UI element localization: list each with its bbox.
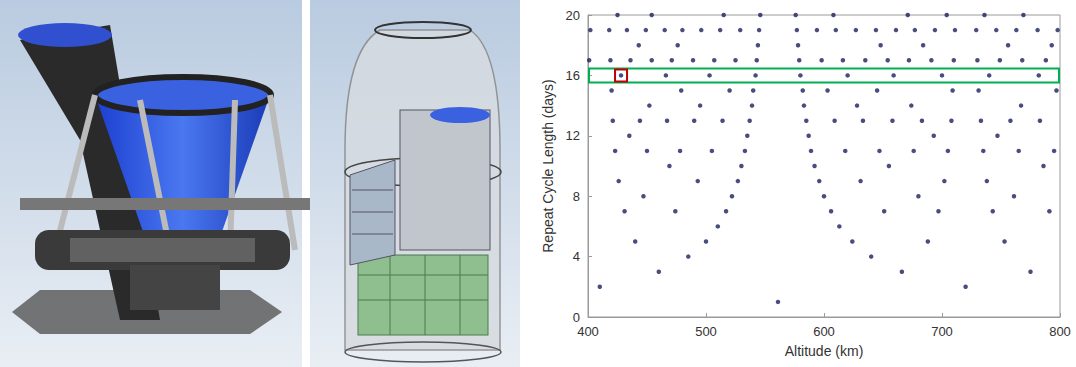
svg-text:500: 500 [695, 324, 717, 339]
svg-text:16: 16 [566, 68, 580, 83]
svg-text:Altitude (km): Altitude (km) [785, 343, 864, 359]
svg-text:400: 400 [577, 324, 599, 339]
svg-text:Repeat Cycle Length (days): Repeat Cycle Length (days) [540, 79, 556, 253]
svg-text:20: 20 [566, 8, 580, 23]
svg-text:4: 4 [573, 249, 580, 264]
svg-text:8: 8 [573, 189, 580, 204]
svg-text:600: 600 [813, 324, 835, 339]
svg-text:700: 700 [931, 324, 953, 339]
svg-text:800: 800 [1049, 324, 1071, 339]
svg-text:0: 0 [573, 310, 580, 325]
svg-text:12: 12 [566, 128, 580, 143]
